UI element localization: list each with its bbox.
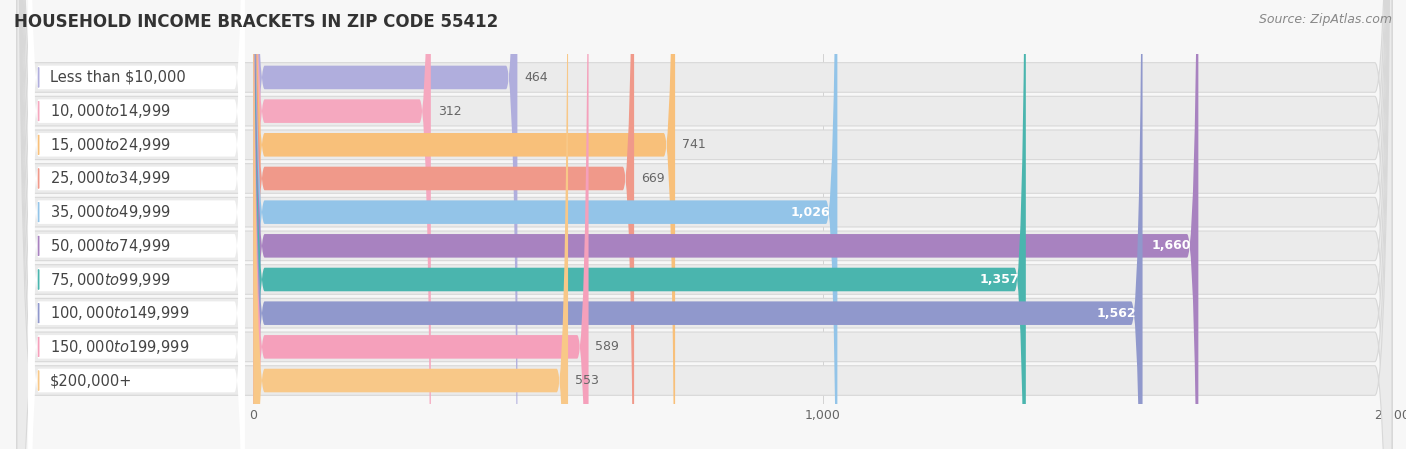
Text: 669: 669 bbox=[641, 172, 665, 185]
FancyBboxPatch shape bbox=[28, 0, 245, 449]
FancyBboxPatch shape bbox=[253, 0, 517, 449]
Text: Source: ZipAtlas.com: Source: ZipAtlas.com bbox=[1258, 13, 1392, 26]
FancyBboxPatch shape bbox=[28, 0, 245, 449]
FancyBboxPatch shape bbox=[28, 0, 245, 449]
FancyBboxPatch shape bbox=[253, 0, 430, 449]
Text: 312: 312 bbox=[437, 105, 461, 118]
Text: $10,000 to $14,999: $10,000 to $14,999 bbox=[51, 102, 170, 120]
Text: 553: 553 bbox=[575, 374, 599, 387]
Text: 464: 464 bbox=[524, 71, 548, 84]
FancyBboxPatch shape bbox=[17, 0, 1392, 449]
Text: $200,000+: $200,000+ bbox=[51, 373, 132, 388]
Text: 1,357: 1,357 bbox=[980, 273, 1019, 286]
FancyBboxPatch shape bbox=[253, 0, 675, 449]
FancyBboxPatch shape bbox=[17, 0, 1392, 449]
Text: 589: 589 bbox=[595, 340, 619, 353]
FancyBboxPatch shape bbox=[253, 0, 589, 449]
Text: $100,000 to $149,999: $100,000 to $149,999 bbox=[51, 304, 190, 322]
FancyBboxPatch shape bbox=[17, 0, 1392, 449]
Text: $15,000 to $24,999: $15,000 to $24,999 bbox=[51, 136, 170, 154]
FancyBboxPatch shape bbox=[28, 0, 245, 449]
Text: 1,562: 1,562 bbox=[1097, 307, 1136, 320]
Text: 1,026: 1,026 bbox=[792, 206, 831, 219]
FancyBboxPatch shape bbox=[253, 0, 1143, 449]
FancyBboxPatch shape bbox=[28, 0, 245, 449]
Text: $150,000 to $199,999: $150,000 to $199,999 bbox=[51, 338, 190, 356]
FancyBboxPatch shape bbox=[28, 0, 245, 449]
FancyBboxPatch shape bbox=[28, 0, 245, 449]
FancyBboxPatch shape bbox=[17, 0, 1392, 449]
FancyBboxPatch shape bbox=[17, 0, 1392, 449]
Text: 1,660: 1,660 bbox=[1152, 239, 1191, 252]
FancyBboxPatch shape bbox=[17, 0, 1392, 449]
FancyBboxPatch shape bbox=[17, 0, 1392, 449]
FancyBboxPatch shape bbox=[28, 0, 245, 449]
Text: 741: 741 bbox=[682, 138, 706, 151]
FancyBboxPatch shape bbox=[17, 0, 1392, 449]
Text: Less than $10,000: Less than $10,000 bbox=[51, 70, 186, 85]
FancyBboxPatch shape bbox=[28, 0, 245, 449]
FancyBboxPatch shape bbox=[28, 0, 245, 449]
Text: HOUSEHOLD INCOME BRACKETS IN ZIP CODE 55412: HOUSEHOLD INCOME BRACKETS IN ZIP CODE 55… bbox=[14, 13, 498, 31]
FancyBboxPatch shape bbox=[253, 0, 1026, 449]
Text: $75,000 to $99,999: $75,000 to $99,999 bbox=[51, 270, 170, 289]
FancyBboxPatch shape bbox=[253, 0, 838, 449]
FancyBboxPatch shape bbox=[253, 0, 634, 449]
Text: $25,000 to $34,999: $25,000 to $34,999 bbox=[51, 169, 170, 188]
Text: $35,000 to $49,999: $35,000 to $49,999 bbox=[51, 203, 170, 221]
FancyBboxPatch shape bbox=[253, 0, 568, 449]
Text: $50,000 to $74,999: $50,000 to $74,999 bbox=[51, 237, 170, 255]
FancyBboxPatch shape bbox=[253, 0, 1198, 449]
FancyBboxPatch shape bbox=[17, 0, 1392, 449]
FancyBboxPatch shape bbox=[17, 0, 1392, 449]
